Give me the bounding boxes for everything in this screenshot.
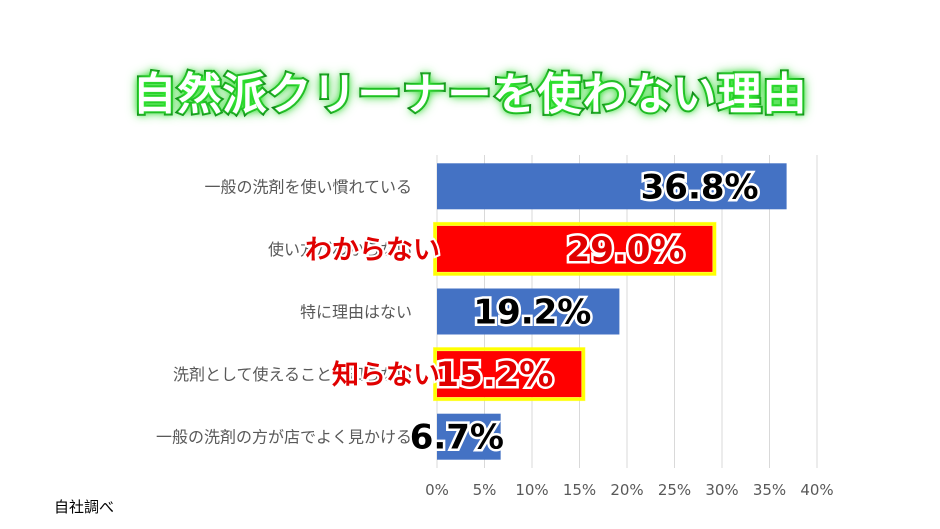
tick-label: 10%	[515, 481, 548, 499]
category-label: 使い方がわからない	[268, 240, 412, 259]
value-label: 36.8%	[641, 167, 759, 207]
bar	[437, 163, 787, 210]
value-label: 6.7%	[410, 418, 504, 458]
tick-label: 15%	[563, 481, 596, 499]
bar-glow-outline	[433, 222, 716, 276]
x-axis-ticks: 0% 5% 10% 15% 20% 25% 30% 35% 40%	[425, 481, 834, 499]
category-labels: 一般の洗剤を使い慣れている使い方がわからない特に理由はない洗剤として使えることを…	[156, 177, 412, 446]
value-label: 19.2%	[473, 293, 591, 333]
emphasis-label: わからない	[305, 235, 440, 266]
emphasis-label: 知らない	[332, 360, 440, 391]
bars	[433, 163, 787, 460]
source-note: 自社調べ	[54, 498, 115, 516]
tick-label: 20%	[610, 481, 643, 499]
category-label: 特に理由はない	[300, 303, 412, 322]
value-labels: 36.8% 29.0% 19.2% 15.2% 6.7%	[407, 165, 761, 460]
category-label: 一般の洗剤の方が店でよく見かける	[156, 428, 412, 447]
tick-label: 40%	[800, 481, 833, 499]
chart-title: 自然派クリーナーを使わない理由	[131, 67, 809, 122]
value-label: 29.0%	[567, 230, 685, 270]
value-label: 15.2%	[435, 355, 553, 395]
tick-label: 5%	[473, 481, 497, 499]
tick-label: 25%	[658, 481, 691, 499]
bar-glow-outline	[433, 347, 585, 401]
bar	[437, 413, 501, 460]
tick-label: 30%	[705, 481, 738, 499]
tick-label: 35%	[753, 481, 786, 499]
category-label: 洗剤として使えることを知らない	[173, 365, 412, 384]
tick-label: 0%	[425, 481, 449, 499]
category-label: 一般の洗剤を使い慣れている	[204, 177, 412, 196]
bar	[437, 288, 620, 335]
bar	[437, 225, 713, 272]
bar	[437, 351, 582, 398]
